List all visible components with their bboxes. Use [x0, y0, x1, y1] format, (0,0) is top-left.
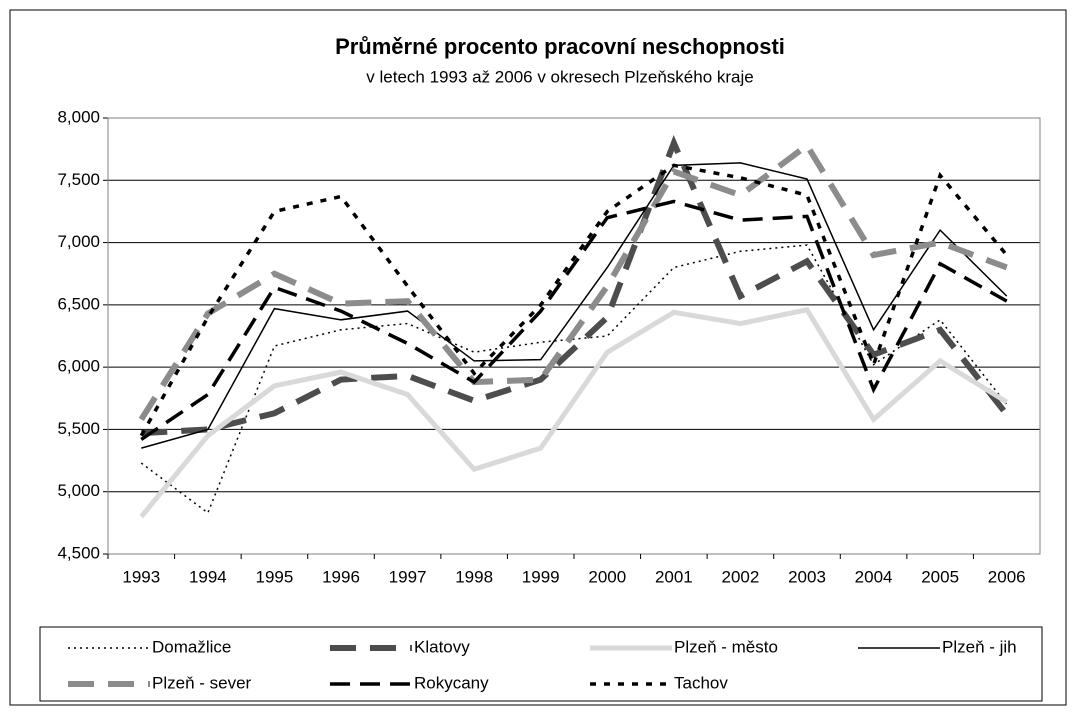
- series-line: [139, 163, 1009, 437]
- chart-subtitle: v letech 1993 až 2006 v okresech Plzeňsk…: [366, 67, 753, 86]
- legend-label: Plzeň - jih: [942, 637, 1017, 656]
- x-tick-label: 2001: [655, 567, 693, 586]
- series-line: [138, 141, 1008, 422]
- x-tick-label: 2004: [855, 567, 893, 586]
- y-tick-label: 8,000: [57, 107, 100, 126]
- x-tick-label: 1997: [389, 567, 427, 586]
- series-line: [140, 199, 1008, 441]
- chart-border: [9, 9, 1067, 706]
- y-tick-label: 7,500: [57, 170, 100, 189]
- x-tick-label: 2006: [988, 567, 1026, 586]
- series-line: [139, 307, 1009, 519]
- x-tick-label: 2005: [921, 567, 959, 586]
- y-tick-label: 5,500: [57, 419, 100, 438]
- legend-label: Rokycany: [414, 673, 489, 692]
- legend-label: Tachov: [674, 673, 728, 692]
- legend-label: Klatovy: [414, 637, 470, 656]
- y-tick-label: 4,500: [57, 543, 100, 562]
- x-tick-label: 1998: [455, 567, 493, 586]
- chart-title: Průměrné procento pracovní neschopnosti: [335, 34, 785, 59]
- x-tick-label: 1994: [189, 567, 227, 586]
- x-tick-label: 2000: [588, 567, 626, 586]
- y-tick-label: 6,500: [57, 294, 100, 313]
- x-tick-label: 2003: [788, 567, 826, 586]
- series-line: [141, 134, 1010, 437]
- y-tick-label: 6,000: [57, 357, 100, 376]
- y-tick-label: 5,000: [57, 481, 100, 500]
- x-tick-label: 1999: [522, 567, 560, 586]
- legend-box: [39, 626, 1043, 702]
- series-line: [141, 162, 1008, 449]
- y-tick-label: 7,000: [57, 232, 100, 251]
- legend-label: Plzeň - sever: [152, 673, 252, 692]
- series-line: [140, 244, 1008, 515]
- x-tick-label: 1996: [322, 567, 360, 586]
- x-tick-label: 1993: [122, 567, 160, 586]
- legend-label: Plzeň - město: [674, 637, 778, 656]
- x-tick-label: 2002: [722, 567, 760, 586]
- legend-label: Domažlice: [152, 637, 231, 656]
- x-tick-label: 1995: [256, 567, 294, 586]
